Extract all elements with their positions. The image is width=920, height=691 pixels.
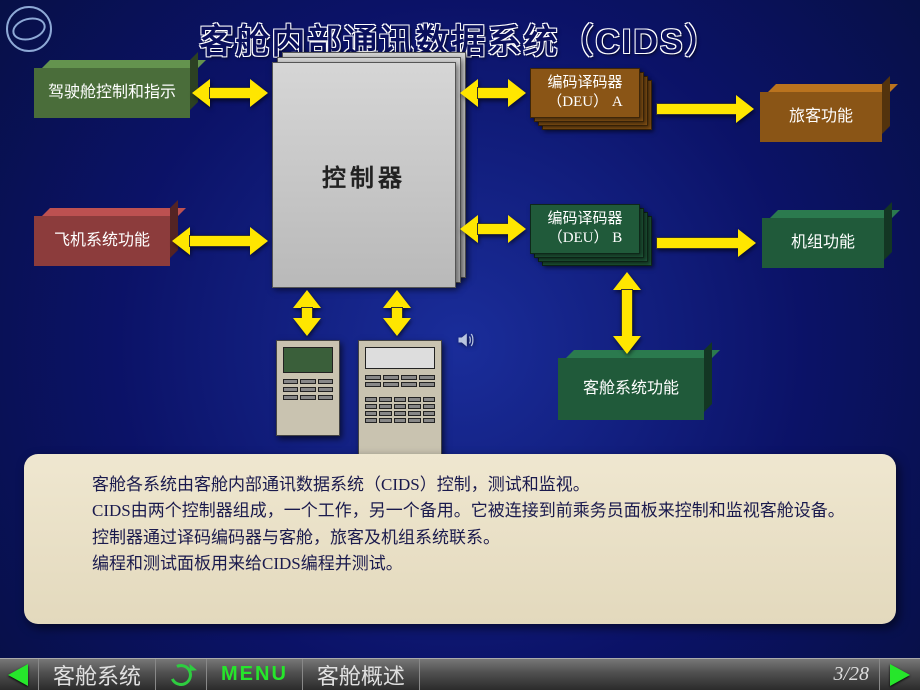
arrow-v-0: [296, 290, 318, 336]
attendant-panel-a: [276, 340, 340, 436]
arrow-h-0: [192, 82, 268, 104]
node-cockpit: 驾驶舱控制和指示: [34, 68, 190, 118]
arrow-h-2: [460, 82, 526, 104]
arrow-v-2: [616, 272, 638, 354]
arrow-h-3: [460, 218, 526, 240]
card-line: 控制器通过译码编码器与客舱，旅客及机组系统联系。: [58, 525, 874, 551]
slide-stage: 客舱内部通讯数据系统（CIDS） 控制器 驾驶舱控制和指示飞机系统功能编码译码器…: [0, 0, 920, 690]
footer-section-right: 客舱概述: [303, 659, 419, 691]
menu-button[interactable]: MENU: [207, 663, 302, 686]
card-line: 编程和测试面板用来给CIDS编程并测试。: [58, 551, 874, 577]
footer-section-left: 客舱系统: [39, 659, 155, 691]
node-crew: 机组功能: [762, 218, 884, 268]
reload-button[interactable]: [167, 660, 195, 688]
arrow-v-1: [386, 290, 408, 336]
card-line: CIDS由两个控制器组成，一个工作，另一个备用。它被连接到前乘务员面板来控制和监…: [58, 498, 874, 524]
node-pax: 旅客功能: [760, 92, 882, 142]
controller-block: 控制器: [272, 62, 456, 288]
arrow-h-1: [172, 230, 268, 252]
prev-button[interactable]: [8, 664, 28, 686]
deu-block-a: 编码译码器 （DEU） A: [530, 68, 640, 118]
page-counter: 3/28: [823, 663, 879, 686]
node-aircraft: 飞机系统功能: [34, 216, 170, 266]
arrow-h-5: [656, 232, 756, 254]
card-line: 客舱各系统由客舱内部通讯数据系统（CIDS）控制，测试和监视。: [58, 472, 874, 498]
controller-label: 控制器: [272, 62, 456, 288]
description-card: 客舱各系统由客舱内部通讯数据系统（CIDS）控制，测试和监视。CIDS由两个控制…: [24, 454, 896, 624]
speaker-icon: [456, 330, 476, 350]
footer-bar: 客舱系统 MENU 客舱概述 3/28: [0, 658, 920, 690]
node-cabin_sys: 客舱系统功能: [558, 358, 704, 420]
next-button[interactable]: [890, 664, 910, 686]
arrow-h-4: [656, 98, 754, 120]
attendant-panel-b: [358, 340, 442, 460]
deu-block-b: 编码译码器 （DEU） B: [530, 204, 640, 254]
